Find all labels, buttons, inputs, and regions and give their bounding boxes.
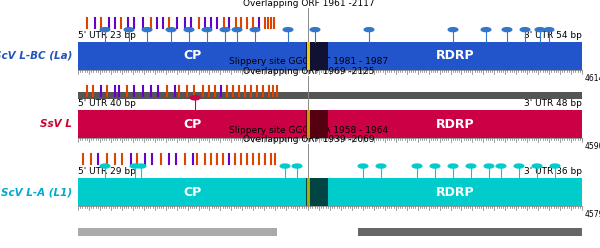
- Bar: [307, 42, 310, 70]
- Circle shape: [514, 164, 524, 168]
- Text: Overlapping ORF 1939 -2069: Overlapping ORF 1939 -2069: [242, 135, 374, 144]
- Circle shape: [520, 28, 530, 32]
- Bar: [78, 228, 277, 236]
- Circle shape: [535, 28, 545, 32]
- Bar: [78, 42, 582, 70]
- Circle shape: [100, 164, 110, 168]
- Circle shape: [232, 28, 242, 32]
- Text: Slippery site GGGTTTA 1958 - 1964: Slippery site GGGTTTA 1958 - 1964: [229, 125, 388, 134]
- Text: 3' UTR 54 bp: 3' UTR 54 bp: [524, 31, 582, 39]
- Circle shape: [496, 164, 506, 168]
- Text: Slippery site GGGTTTT 1981 - 1987: Slippery site GGGTTTT 1981 - 1987: [229, 57, 388, 66]
- Bar: [307, 178, 310, 206]
- Text: CP: CP: [183, 118, 201, 130]
- Circle shape: [142, 28, 152, 32]
- Text: 3' UTR 36 bp: 3' UTR 36 bp: [524, 167, 582, 176]
- Circle shape: [550, 164, 560, 168]
- Text: RDRP: RDRP: [436, 118, 475, 130]
- Bar: [307, 42, 328, 70]
- Circle shape: [502, 28, 512, 32]
- Circle shape: [430, 164, 440, 168]
- Text: CP: CP: [183, 186, 201, 199]
- Text: 5' UTR 23 bp: 5' UTR 23 bp: [78, 31, 136, 39]
- Bar: [78, 92, 582, 99]
- Circle shape: [280, 164, 290, 168]
- Circle shape: [376, 164, 386, 168]
- Bar: [78, 110, 582, 138]
- Bar: [307, 110, 310, 138]
- Text: RDRP: RDRP: [436, 186, 475, 199]
- Circle shape: [466, 164, 476, 168]
- Circle shape: [136, 164, 146, 168]
- Text: CP: CP: [183, 49, 201, 62]
- Text: 5' UTR 29 bp: 5' UTR 29 bp: [78, 167, 136, 176]
- Circle shape: [448, 28, 458, 32]
- Bar: [307, 178, 328, 206]
- Text: 4614: 4614: [585, 74, 600, 83]
- Circle shape: [292, 164, 302, 168]
- Bar: [358, 228, 582, 236]
- Circle shape: [250, 28, 260, 32]
- Circle shape: [220, 28, 230, 32]
- Circle shape: [481, 28, 491, 32]
- Circle shape: [124, 28, 134, 32]
- Text: 4579: 4579: [585, 210, 600, 219]
- Bar: [78, 178, 582, 206]
- Circle shape: [166, 28, 176, 32]
- Circle shape: [364, 28, 374, 32]
- Circle shape: [190, 96, 200, 100]
- Circle shape: [532, 164, 542, 168]
- Text: 4590: 4590: [585, 142, 600, 151]
- Circle shape: [544, 28, 554, 32]
- Text: 3' UTR 48 bp: 3' UTR 48 bp: [524, 99, 582, 108]
- Circle shape: [310, 28, 320, 32]
- Text: Overlapping ORF 1961 -2117: Overlapping ORF 1961 -2117: [242, 0, 374, 8]
- Circle shape: [412, 164, 422, 168]
- Text: 5' UTR 40 bp: 5' UTR 40 bp: [78, 99, 136, 108]
- Text: Overlapping ORF 1969 -2125: Overlapping ORF 1969 -2125: [242, 67, 374, 76]
- Circle shape: [448, 164, 458, 168]
- Circle shape: [484, 164, 494, 168]
- Circle shape: [283, 28, 293, 32]
- Text: RDRP: RDRP: [436, 49, 475, 62]
- Text: ScV L-A (L1): ScV L-A (L1): [1, 187, 72, 197]
- Bar: [307, 110, 328, 138]
- Circle shape: [202, 28, 212, 32]
- Circle shape: [184, 28, 194, 32]
- Text: ScV L-BC (La): ScV L-BC (La): [0, 51, 72, 61]
- Text: SsV L: SsV L: [40, 119, 72, 129]
- Circle shape: [358, 164, 368, 168]
- Circle shape: [100, 28, 110, 32]
- Circle shape: [130, 164, 140, 168]
